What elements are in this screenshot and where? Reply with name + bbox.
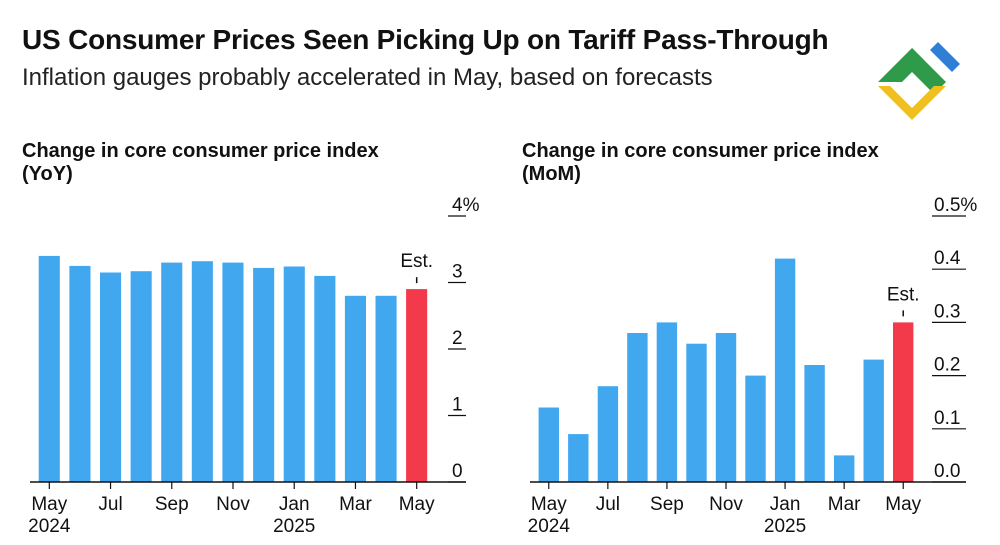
- bar-apr: [375, 295, 397, 482]
- estimate-label: Est.: [887, 284, 920, 305]
- x-tick-label: Jan: [770, 494, 801, 515]
- x-tick-year-label: 2024: [28, 516, 71, 537]
- bar-feb: [804, 365, 825, 482]
- x-tick-label: Jul: [98, 494, 122, 515]
- bar-feb: [314, 275, 336, 482]
- bar-may-2024: [38, 255, 60, 482]
- left-chart-title-line1: Change in core consumer price index: [22, 140, 379, 162]
- bar-apr: [863, 359, 884, 482]
- bar-oct: [191, 261, 213, 482]
- y-tick-label: 3: [452, 262, 463, 283]
- x-tick-label: May: [31, 494, 67, 515]
- bar-may-2024: [538, 407, 559, 482]
- bar-nov: [715, 333, 737, 482]
- x-tick-label: Mar: [828, 494, 861, 515]
- bar-may-estimate: [406, 289, 428, 482]
- bar-jan-2025: [774, 258, 796, 482]
- bar-jun: [568, 434, 589, 482]
- y-tick-label: 0.5%: [934, 195, 977, 216]
- estimate-label: Est.: [400, 251, 433, 272]
- y-tick-label: 0.2: [934, 355, 960, 376]
- bar-dec: [253, 267, 275, 482]
- left-chart-title: Change in core consumer price index (YoY…: [22, 140, 379, 186]
- x-tick-label: Jan: [279, 494, 310, 515]
- x-tick-label: Mar: [339, 494, 372, 515]
- bar-sep: [656, 322, 678, 482]
- bar-jun: [69, 265, 91, 482]
- y-tick-label: 4%: [452, 195, 480, 216]
- x-tick-year-label: 2025: [273, 516, 315, 537]
- x-tick-year-label: 2025: [764, 516, 806, 537]
- bar-may-estimate: [893, 322, 914, 482]
- bar-dec: [745, 375, 766, 482]
- bar-aug: [130, 271, 152, 482]
- x-tick-label: Jul: [596, 494, 620, 515]
- right-chart-title-line1: Change in core consumer price index: [522, 140, 879, 162]
- bar-jan-2025: [283, 266, 305, 482]
- x-tick-label: May: [885, 494, 921, 515]
- y-tick-label: 0.4: [934, 248, 961, 269]
- bar-jul: [597, 386, 619, 482]
- y-tick-label: 2: [452, 328, 463, 349]
- x-tick-label: Sep: [650, 494, 684, 515]
- x-tick-label: Nov: [709, 494, 743, 515]
- left-chart-title-line2: (YoY): [22, 163, 73, 185]
- bar-jul: [100, 272, 122, 482]
- brand-logo-icon: [878, 42, 960, 120]
- y-tick-label: 0: [452, 461, 463, 482]
- right-chart-title-line2: (MoM): [522, 163, 581, 185]
- x-tick-label: May: [531, 494, 567, 515]
- x-tick-label: May: [399, 494, 435, 515]
- bar-mar: [344, 295, 366, 482]
- bar-sep: [161, 262, 183, 482]
- x-tick-label: Sep: [155, 494, 189, 515]
- x-tick-year-label: 2024: [528, 516, 571, 537]
- bar-aug: [627, 333, 648, 482]
- y-tick-label: 0.3: [934, 301, 960, 322]
- x-tick-label: Nov: [216, 494, 250, 515]
- bar-oct: [686, 343, 707, 482]
- chart-title: US Consumer Prices Seen Picking Up on Ta…: [22, 24, 829, 55]
- y-tick-label: 0.0: [934, 461, 960, 482]
- bar-mar: [834, 455, 855, 482]
- y-tick-label: 0.1: [934, 408, 960, 429]
- chart-subtitle: Inflation gauges probably accelerated in…: [22, 64, 713, 91]
- right-chart-title: Change in core consumer price index (MoM…: [522, 140, 879, 186]
- bar-nov: [222, 262, 244, 482]
- y-tick-label: 1: [452, 395, 463, 416]
